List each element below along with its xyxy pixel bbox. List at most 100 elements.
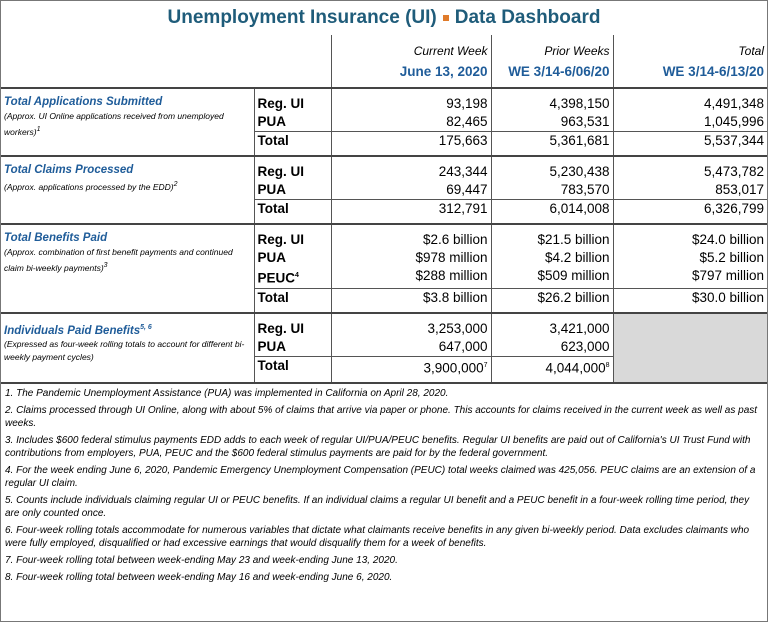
footnote-ref: 5, 6 [140,323,152,331]
column-date: WE 3/14-6/13/20 [612,59,767,88]
row-label: Reg. UI [253,223,331,249]
value: $797 million [691,268,764,283]
column-date: WE 3/14-6/06/20 [490,59,613,88]
footnote-ref: 7 [483,361,488,369]
value-cell: $5.2 billion [612,249,767,267]
value-cell: 3,253,000 [330,311,491,338]
data-row: Total $3.8 billion $26.2 billion $30.0 bill… [1,287,767,313]
value: 4,491,348 [703,96,764,111]
row-label: Total [253,287,331,313]
value-cell: 82,465 [330,113,491,132]
value: $5.2 billion [699,250,764,265]
row-label-text: Total [257,289,289,305]
value: 3,253,000 [427,320,488,336]
section-title: Individuals Paid Benefits5, 6 [4,320,251,339]
data-row: Total 175,663 5,361,681 5,537,344 [1,131,767,156]
value: 69,447 [446,182,488,197]
value-cell: 6,326,799 [612,199,767,224]
row-label: PEUC4 [253,267,331,288]
section-note-text: (Approx. UI Online applications received… [4,111,224,137]
data-row: PUA 647,000 623,000 [1,337,767,356]
table-header: Current Week Prior Weeks Total June 13, 202… [1,35,767,88]
section: Total Applications Submitted (Approx. UI … [1,87,767,156]
value-cell: 312,791 [330,199,491,224]
section-note: (Approx. combination of first benefit pa… [4,246,251,275]
section: Total Benefits Paid (Approx. combination … [1,223,767,313]
footnote: 4. For the week ending June 6, 2020, Pan… [5,465,756,489]
section-title-text: Total Benefits Paid [4,232,108,244]
data-table: Current Week Prior Weeks Total June 13, 202… [1,35,767,382]
value: 963,531 [560,114,610,129]
value: $30.0 billion [691,289,764,305]
row-label: PUA [253,249,331,267]
row-label-text: PEUC [257,270,296,286]
value-cell: 93,198 [330,87,491,113]
section-note-text: (Approx. applications processed by the E… [4,181,174,192]
footnote-ref: 3 [103,262,108,269]
row-label-text: Reg. UI [257,164,305,179]
value: 5,361,681 [549,133,610,148]
section-note: (Approx. applications processed by the E… [4,178,251,194]
column-label: Current Week [330,35,491,59]
footnote: 2. Claims processed through UI Online, a… [5,405,758,429]
column-label: Prior Weeks [490,35,613,59]
row-label-text: Total [257,133,289,148]
value-cell: $21.5 billion [490,223,613,249]
data-row: Individuals Paid Benefits5, 6 (Expressed … [1,311,767,382]
value: 647,000 [438,338,488,354]
section: Total Claims Processed (Approx. applicati… [1,155,767,224]
row-label: Total [253,131,331,156]
value: $3.8 billion [422,289,488,305]
section-title-text: Total Applications Submitted [4,96,163,108]
row-label-text: Reg. UI [257,96,305,111]
value: $26.2 billion [537,289,610,305]
value-cell: $4.2 billion [490,249,613,267]
value: 1,045,996 [703,114,764,129]
value-cell: 243,344 [330,155,491,181]
data-row: Total Benefits Paid (Approx. combination … [1,223,767,313]
value-cell: 963,531 [490,113,613,132]
value: 6,014,008 [549,201,610,216]
value-cell: 3,900,0007 [330,355,491,382]
value-cell: $26.2 billion [490,287,613,313]
value-cell: 1,045,996 [612,113,767,132]
value: 6,326,799 [703,201,764,216]
footnotes: 1. The Pandemic Unemployment Assistance … [1,382,767,591]
data-row: PUA $978 million $4.2 billion $5.2 billion [1,249,767,267]
title-separator [442,14,449,21]
value: 175,663 [438,133,488,148]
value: $288 million [415,268,488,283]
value-cell: 647,000 [330,337,491,356]
header-row: Current Week Prior Weeks Total [1,35,767,59]
value: 5,473,782 [703,164,764,179]
blank-cell [1,59,331,88]
title-main: Unemployment Insurance (UI) [167,7,437,28]
value: 93,198 [446,96,488,111]
section-description: Total Applications Submitted (Approx. UI … [1,87,254,156]
value: $4.2 billion [544,250,610,265]
value-cell: $288 million [330,267,491,288]
value: $24.0 billion [691,232,764,247]
title: Unemployment Insurance (UI) Data Dashboar… [1,1,767,35]
row-label-text: PUA [257,114,287,129]
section-description: Total Benefits Paid (Approx. combination … [1,223,254,313]
data-row: Total 3,900,0007 4,044,0008 [1,355,767,382]
value: 853,017 [715,182,764,197]
value-cell: 5,230,438 [490,155,613,181]
section: Individuals Paid Benefits5, 6 (Expressed … [1,311,767,382]
section-title: Total Applications Submitted [4,95,251,110]
column-date: June 13, 2020 [330,59,491,88]
row-label: Reg. UI [253,155,331,181]
section-description: Individuals Paid Benefits5, 6 (Expressed … [1,311,254,382]
blank-cell [1,35,331,59]
value: $2.6 billion [422,232,488,247]
value: 312,791 [438,201,488,216]
value-cell: $3.8 billion [330,287,491,313]
value-cell: 4,398,150 [490,87,613,113]
row-label-text: Total [257,201,289,216]
value: 82,465 [446,114,488,129]
value-cell: 69,447 [330,181,491,200]
footnote: 5. Counts include individuals claiming r… [5,495,750,519]
value: 4,044,000 [545,360,606,375]
